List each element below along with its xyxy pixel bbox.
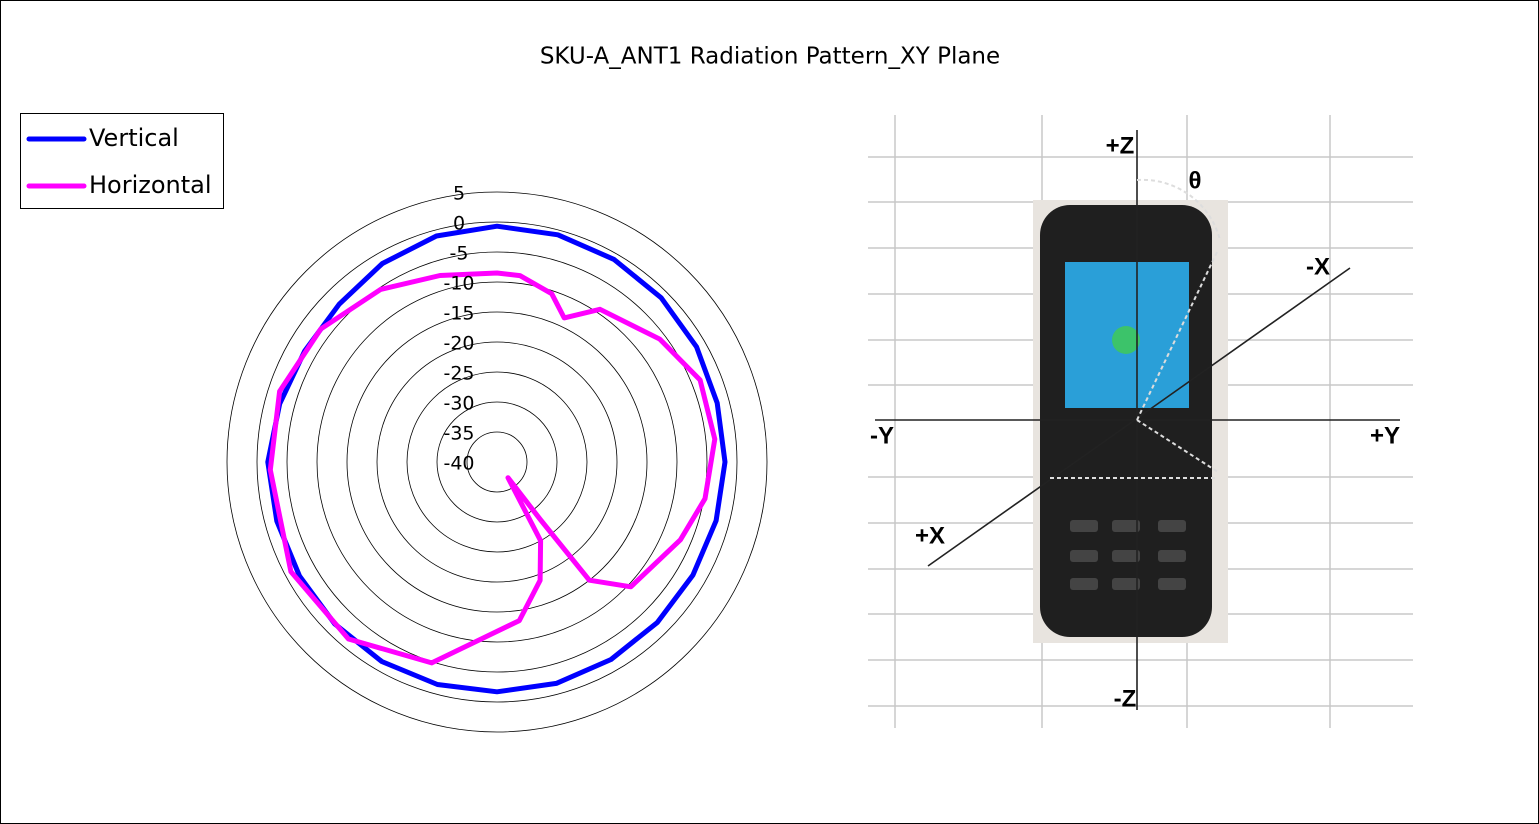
page: {"chart_data": {"type": "polar", "title"…: [0, 0, 1539, 824]
r-tick-label: -25: [443, 363, 474, 385]
r-tick-label: -15: [443, 303, 474, 325]
r-tick-label: -30: [443, 393, 474, 415]
legend-label: Horizontal: [89, 171, 212, 199]
annotation: -Z: [1114, 685, 1137, 712]
annotation: θ: [1189, 167, 1202, 194]
r-tick-label: -35: [443, 423, 474, 445]
r-tick-label: -10: [443, 273, 474, 295]
frame: [1, 1, 1539, 824]
r-tick-label: -20: [443, 333, 474, 355]
r-tick-label: -40: [443, 453, 474, 475]
chart-title: SKU-A_ANT1 Radiation Pattern_XY Plane: [540, 44, 1000, 70]
chart: SKU-A_ANT1 Radiation Pattern_XY Plane: [0, 0, 1539, 824]
annotation: +Z: [1106, 132, 1135, 159]
annotation: -Y: [870, 422, 894, 449]
r-tick-label: -5: [450, 243, 469, 265]
r-tick-label: 0: [453, 213, 465, 235]
annotation: +X: [915, 522, 945, 549]
annotation: -X: [1306, 253, 1330, 280]
legend-label: Vertical: [89, 124, 179, 152]
annotation: +Y: [1370, 422, 1400, 449]
legend: Vertical Horizontal: [21, 114, 224, 209]
r-tick-label: 5: [453, 183, 465, 205]
